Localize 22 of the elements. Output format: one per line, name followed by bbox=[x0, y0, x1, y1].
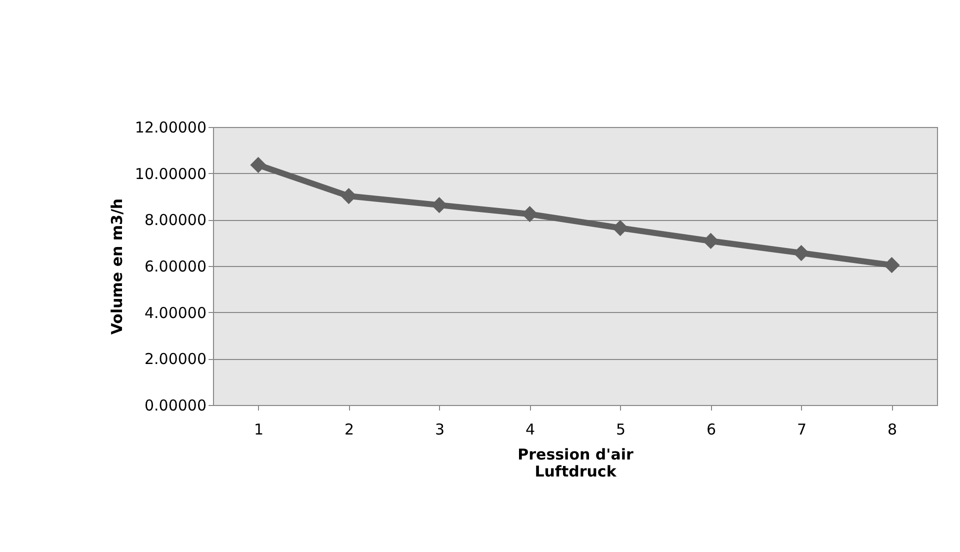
x-tick-label: 6 bbox=[706, 420, 716, 438]
x-tick-label: 4 bbox=[525, 420, 536, 438]
x-tick-label: 5 bbox=[616, 420, 626, 438]
x-tick-label: 8 bbox=[887, 420, 898, 438]
y-tick-label: 10.00000 bbox=[134, 164, 206, 183]
y-tick-label: 6.00000 bbox=[144, 258, 206, 276]
point bbox=[612, 220, 628, 236]
y-tick-label: 2.00000 bbox=[144, 350, 206, 368]
point bbox=[702, 232, 719, 250]
x-tick-label: 1 bbox=[254, 420, 264, 438]
x-tick-label: 2 bbox=[344, 420, 354, 438]
y-tick-label: 4.00000 bbox=[144, 304, 206, 322]
y-tick-label: 0.00000 bbox=[144, 396, 206, 414]
point bbox=[793, 244, 810, 262]
x-axis-title: Pression d'air Luftdruck bbox=[518, 446, 634, 480]
x-tick-label: 7 bbox=[796, 420, 807, 438]
y-tick-label: 12.00000 bbox=[134, 118, 206, 136]
point bbox=[884, 257, 900, 274]
point bbox=[250, 156, 266, 174]
x-tick-label: 3 bbox=[434, 420, 445, 438]
y-axis-title: Volume en m3/h bbox=[108, 198, 126, 335]
y-tick-label: 8.00000 bbox=[144, 211, 206, 230]
